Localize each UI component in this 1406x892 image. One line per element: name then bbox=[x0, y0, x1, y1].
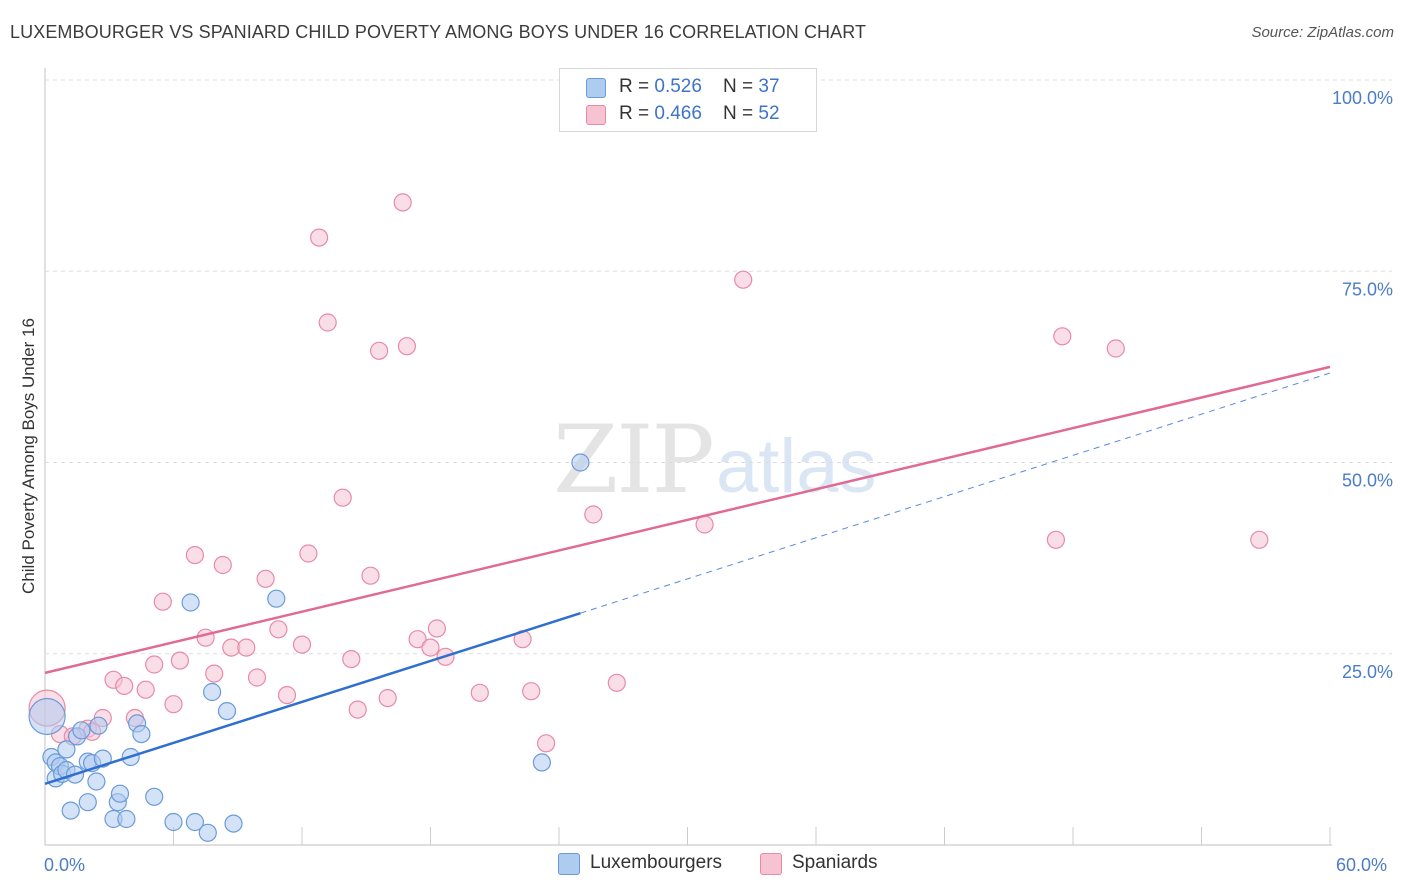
spaniard-point bbox=[370, 341, 389, 360]
spaniard-point bbox=[584, 505, 603, 524]
luxembourger-point bbox=[89, 716, 108, 735]
spaniard-point bbox=[522, 682, 541, 701]
y-tick-label-75: 75.0% bbox=[1342, 279, 1393, 299]
spaniard-trend-line bbox=[44, 365, 1331, 675]
spaniard-point bbox=[333, 488, 352, 507]
legend-r-value: 0.526 bbox=[654, 76, 702, 97]
luxembourger-point bbox=[267, 589, 286, 608]
spaniard-point bbox=[310, 228, 329, 247]
spaniard-point bbox=[247, 668, 267, 687]
luxembourger-point bbox=[117, 809, 136, 829]
spaniard-point bbox=[213, 555, 232, 575]
spaniard-point bbox=[427, 619, 446, 638]
spaniard-point bbox=[348, 700, 367, 719]
spaniard-point bbox=[299, 544, 318, 563]
spaniard-point bbox=[237, 638, 256, 657]
series-swatch-luxembourgers bbox=[558, 853, 580, 875]
spaniard-point bbox=[695, 515, 714, 534]
spaniard-point bbox=[277, 685, 297, 705]
spaniard-point bbox=[536, 734, 556, 753]
grid-layer bbox=[45, 79, 1392, 655]
trend-lines bbox=[44, 365, 1331, 785]
legend-swatch-luxembourgers bbox=[586, 78, 606, 98]
data-points bbox=[28, 193, 1269, 842]
y-tick-label-100: 100.0% bbox=[1332, 88, 1393, 108]
spaniard-point bbox=[115, 676, 134, 696]
spaniard-point bbox=[342, 649, 361, 669]
x-tick-label-min: 0.0% bbox=[44, 855, 85, 875]
spaniard-point bbox=[607, 673, 626, 692]
source-credit: Source: ZipAtlas.com bbox=[1251, 24, 1394, 41]
luxembourger-point bbox=[87, 772, 106, 791]
luxembourger-point bbox=[217, 701, 237, 721]
luxembourger-point bbox=[224, 814, 243, 833]
spaniard-point bbox=[1053, 327, 1072, 346]
luxembourger-point bbox=[145, 787, 164, 806]
legend-r-label: R = bbox=[619, 76, 655, 97]
chart-title: LUXEMBOURGER VS SPANIARD CHILD POVERTY A… bbox=[10, 22, 867, 42]
luxembourger-point bbox=[28, 697, 66, 736]
spaniard-point bbox=[153, 592, 172, 611]
spaniard-point bbox=[470, 683, 489, 702]
spaniard-point bbox=[397, 337, 416, 356]
y-tick-label-50: 50.0% bbox=[1342, 471, 1393, 491]
luxembourger-trend-line bbox=[44, 612, 581, 785]
spaniard-point bbox=[170, 651, 189, 670]
series-swatch-spaniards bbox=[760, 853, 782, 875]
spaniard-point bbox=[205, 664, 224, 683]
luxembourger-point bbox=[132, 724, 151, 744]
luxembourger-point bbox=[72, 721, 91, 740]
luxembourger-point bbox=[78, 793, 97, 812]
luxembourger-point bbox=[57, 740, 76, 759]
luxembourger-point bbox=[181, 593, 200, 612]
luxembourger-point bbox=[110, 784, 130, 803]
spaniard-point bbox=[1106, 339, 1125, 358]
x-tick-label-max: 60.0% bbox=[1336, 855, 1387, 875]
luxembourger-point bbox=[571, 453, 590, 472]
spaniard-point bbox=[256, 569, 275, 588]
luxembourger-point bbox=[164, 812, 183, 832]
legend-swatch-spaniards bbox=[586, 105, 606, 125]
spaniard-point bbox=[292, 635, 312, 654]
spaniard-point bbox=[421, 638, 440, 657]
legend-n-label: N = bbox=[723, 76, 759, 97]
spaniard-point bbox=[734, 270, 753, 289]
spaniard-point bbox=[1046, 530, 1066, 549]
spaniard-point bbox=[145, 655, 164, 674]
y-axis-title: Child Poverty Among Boys Under 16 bbox=[19, 318, 38, 594]
legend-r-label: R = bbox=[619, 103, 655, 124]
luxembourger-point bbox=[198, 823, 217, 842]
series-label-luxembourgers: Luxembourgers bbox=[590, 852, 723, 873]
y-tick-label-25: 25.0% bbox=[1342, 662, 1393, 682]
y-tick-labels: 25.0% 50.0% 75.0% 100.0% bbox=[1332, 88, 1393, 682]
luxembourger-point bbox=[61, 801, 80, 820]
spaniard-point bbox=[185, 545, 204, 565]
spaniard-point bbox=[318, 313, 337, 332]
legend-n-value: 37 bbox=[758, 76, 780, 97]
watermark-atlas: atlas bbox=[716, 424, 877, 509]
spaniard-point bbox=[269, 620, 288, 639]
series-label-spaniards: Spaniards bbox=[792, 852, 878, 873]
spaniard-point bbox=[136, 680, 155, 699]
correlation-legend: R = 0.526 N = 37 R = 0.466 N = 52 bbox=[559, 68, 817, 132]
spaniard-point bbox=[196, 628, 215, 647]
luxembourger-point bbox=[185, 812, 204, 832]
legend-n-label: N = bbox=[723, 103, 759, 124]
spaniard-point bbox=[1250, 530, 1269, 549]
spaniard-point bbox=[361, 566, 380, 585]
spaniard-point bbox=[378, 688, 397, 708]
luxembourger-point bbox=[203, 682, 222, 702]
spaniard-point bbox=[164, 695, 183, 714]
legend-n-value: 52 bbox=[758, 103, 780, 124]
luxembourger-point bbox=[532, 753, 552, 772]
spaniard-point bbox=[408, 630, 427, 649]
legend-r-value: 0.466 bbox=[654, 103, 702, 124]
spaniard-point bbox=[393, 193, 412, 212]
